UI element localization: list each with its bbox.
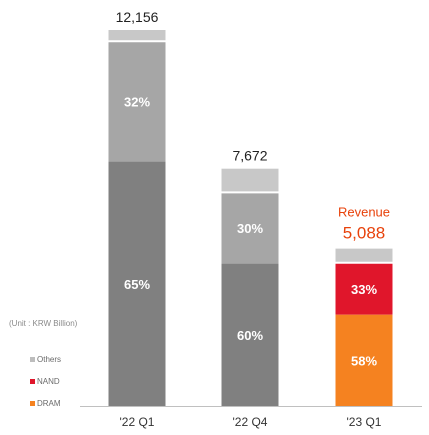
bar-nand-1 xyxy=(221,192,279,264)
total-label-1: 7,672 xyxy=(232,148,267,164)
dram-pct-label-1: 60% xyxy=(237,328,263,343)
bar-others-2 xyxy=(335,248,393,263)
nand-pct-label-0: 32% xyxy=(124,94,150,109)
bar-dram-2 xyxy=(335,314,393,406)
bar-dram-0 xyxy=(108,161,166,406)
nand-pct-label-1: 30% xyxy=(237,221,263,236)
unit-note: (Unit : KRW Billion) xyxy=(9,319,78,328)
legend-item-nand: NAND xyxy=(30,370,61,392)
x-tick-label-1: '22 Q4 xyxy=(233,415,268,429)
legend-item-dram: DRAM xyxy=(30,392,61,414)
nand-pct-label-2: 33% xyxy=(351,282,377,297)
dram-pct-label-0: 65% xyxy=(124,277,150,292)
legend-label-nand: NAND xyxy=(37,376,60,386)
legend-label-dram: DRAM xyxy=(37,398,61,408)
x-tick-label-0: '22 Q1 xyxy=(120,415,155,429)
legend-swatch-nand xyxy=(30,378,35,384)
bar-dram-1 xyxy=(221,263,279,406)
bar-nand-2 xyxy=(335,262,393,315)
x-tick-label-2: '23 Q1 xyxy=(347,415,382,429)
revenue-label: Revenue xyxy=(338,205,390,220)
legend-label-others: Others xyxy=(37,354,62,364)
legend: Others NAND DRAM xyxy=(30,348,61,414)
dram-pct-label-2: 58% xyxy=(351,353,377,368)
legend-swatch-others xyxy=(30,356,35,362)
bar-others-1 xyxy=(221,168,279,193)
total-label-2: 5,088 xyxy=(343,224,386,243)
legend-swatch-dram xyxy=(30,400,35,406)
total-label-0: 12,156 xyxy=(116,9,159,25)
bar-nand-0 xyxy=(108,41,166,162)
bar-others-0 xyxy=(108,30,166,42)
legend-item-others: Others xyxy=(30,348,61,370)
